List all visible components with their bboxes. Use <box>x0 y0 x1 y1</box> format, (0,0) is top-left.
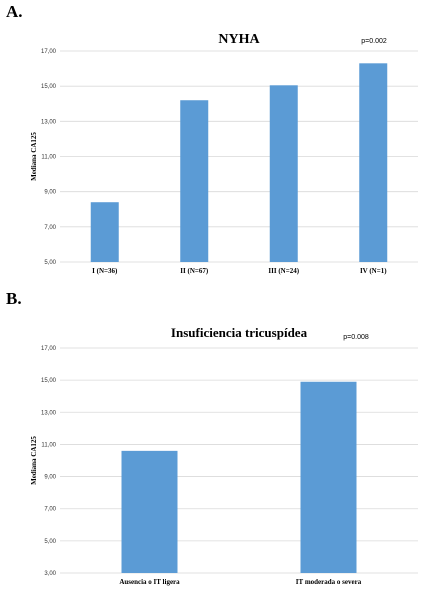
chart2-bar <box>121 450 178 573</box>
chart1-y-axis-label: Mediana CA125 <box>30 132 38 181</box>
chart2-y-tick-label: 11,00 <box>41 442 56 448</box>
chart1-category-label: III (N=24) <box>268 267 299 275</box>
chart1-y-tick-label: 7,00 <box>44 225 56 231</box>
chart1-y-tick-label: 17,00 <box>41 49 57 55</box>
chart2-p-value: p=0.008 <box>343 334 369 341</box>
chart2-bar <box>300 381 357 573</box>
chart2-y-tick-label: 9,00 <box>44 475 56 481</box>
chart1-title: NYHA <box>218 32 260 47</box>
chart1-bar <box>180 100 209 262</box>
chart2-title: Insuficiencia tricuspídea <box>171 325 308 340</box>
chart1-category-label: IV (N=1) <box>360 267 387 275</box>
chart1-y-tick-label: 5,00 <box>44 260 56 266</box>
chart1-p-value: p=0.002 <box>361 38 387 45</box>
chart1-y-tick-label: 13,00 <box>41 119 57 125</box>
chart2-y-tick-label: 5,00 <box>44 539 56 545</box>
chart2-y-tick-label: 15,00 <box>41 378 57 384</box>
chart1-category-label: II (N=67) <box>180 267 209 275</box>
chart2-category-label: IT moderada o severa <box>296 578 362 586</box>
chart2-category-label: Ausencia o IT ligera <box>119 578 180 586</box>
chart1-bar <box>269 85 298 262</box>
chart1-bar <box>90 202 119 262</box>
chart1-category-label: I (N=36) <box>92 267 118 275</box>
chart1-y-tick-label: 15,00 <box>41 84 57 90</box>
panel-b-label: B. <box>6 289 22 308</box>
chart1-bar <box>359 63 388 262</box>
chart1-y-tick-label: 11,00 <box>41 155 56 161</box>
chart2-y-tick-label: 7,00 <box>44 507 56 513</box>
chart2-y-tick-label: 17,00 <box>41 346 57 352</box>
panel-a-label: A. <box>6 2 23 21</box>
chart1-y-tick-label: 9,00 <box>44 190 56 196</box>
chart2-y-axis-label: Mediana CA125 <box>30 436 38 485</box>
chart2-y-tick-label: 13,00 <box>41 410 57 416</box>
chart2-y-tick-label: 3,00 <box>44 571 56 577</box>
